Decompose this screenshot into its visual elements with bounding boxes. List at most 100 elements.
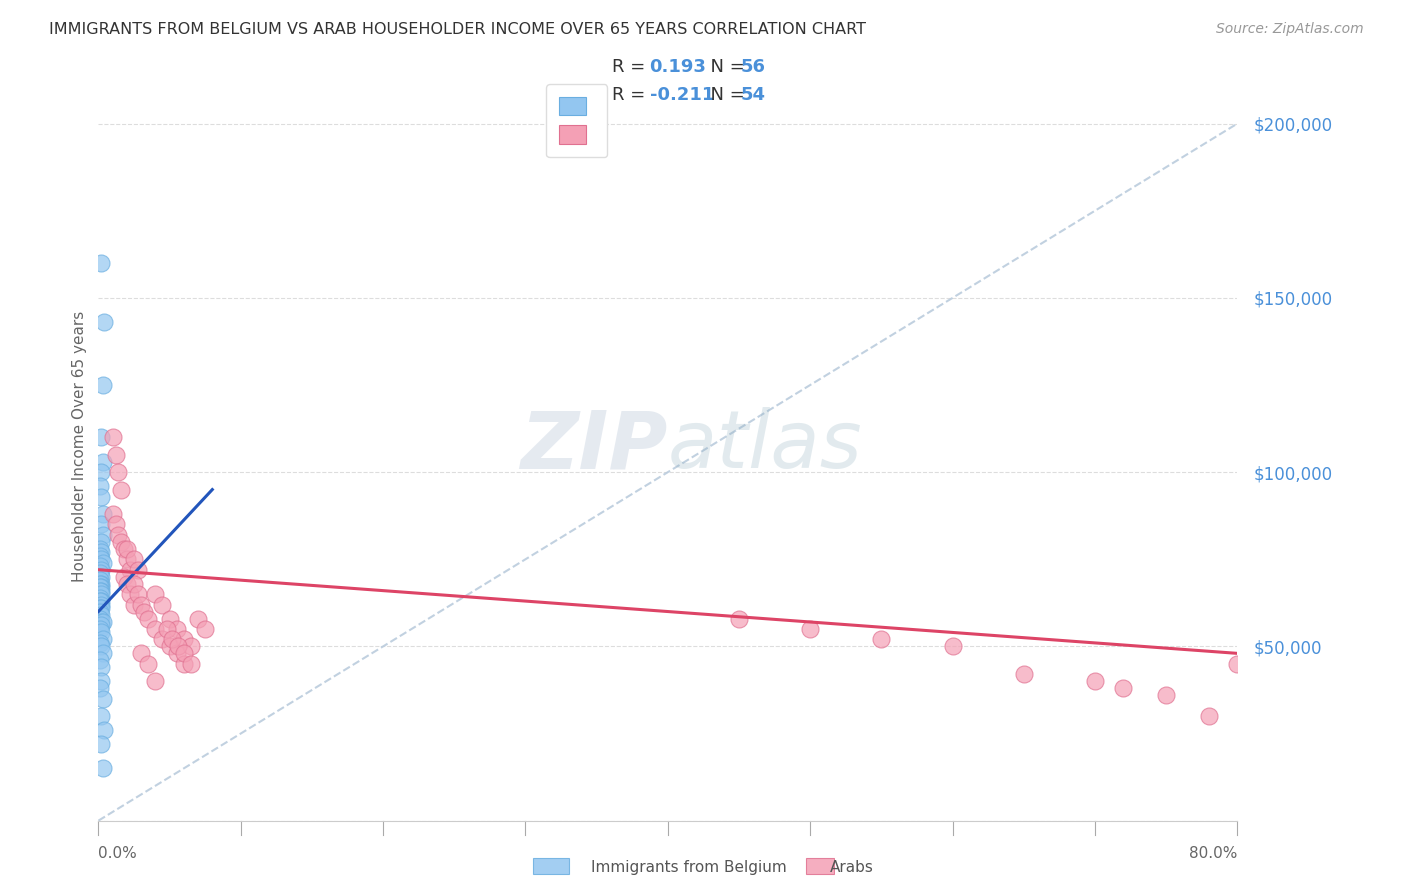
Point <box>1012 667 1035 681</box>
Point <box>159 611 181 625</box>
Point <box>101 507 124 521</box>
Point <box>122 598 145 612</box>
Point <box>91 691 114 706</box>
Point <box>110 534 132 549</box>
Point <box>127 563 149 577</box>
Point <box>90 534 112 549</box>
Point <box>93 723 115 737</box>
Point <box>91 507 114 521</box>
Point <box>90 570 112 584</box>
Point <box>90 615 112 629</box>
Text: Immigrants from Belgium: Immigrants from Belgium <box>591 860 786 874</box>
Point <box>91 528 114 542</box>
FancyBboxPatch shape <box>806 858 834 874</box>
Point <box>180 657 202 671</box>
Point <box>90 580 112 594</box>
Point <box>115 541 138 556</box>
Point <box>166 622 188 636</box>
Text: atlas: atlas <box>668 407 863 485</box>
Point <box>90 583 112 598</box>
Point <box>145 622 167 636</box>
Point <box>162 632 184 647</box>
Point <box>91 455 114 469</box>
Point <box>89 653 111 667</box>
Point <box>799 622 821 636</box>
Point <box>112 541 135 556</box>
Point <box>166 646 188 660</box>
Point <box>89 601 111 615</box>
Point <box>90 552 112 566</box>
Point <box>104 448 127 462</box>
Point <box>89 479 111 493</box>
Point <box>90 517 112 532</box>
Point <box>152 598 174 612</box>
Y-axis label: Householder Income Over 65 years: Householder Income Over 65 years <box>72 310 87 582</box>
Point <box>91 761 114 775</box>
Point <box>942 640 965 654</box>
Point <box>89 580 111 594</box>
FancyBboxPatch shape <box>533 858 569 874</box>
Point <box>89 611 111 625</box>
Text: Arabs: Arabs <box>830 860 873 874</box>
Point <box>159 640 181 654</box>
Text: 56: 56 <box>741 58 766 76</box>
Point <box>90 563 112 577</box>
Point <box>145 674 167 689</box>
Point <box>1226 657 1249 671</box>
Point <box>129 598 152 612</box>
Point <box>152 632 174 647</box>
Point <box>90 640 112 654</box>
Point <box>90 594 112 608</box>
Point <box>136 657 159 671</box>
Text: N =: N = <box>699 87 751 104</box>
Point <box>173 632 195 647</box>
Text: 0.0%: 0.0% <box>98 847 138 861</box>
Point <box>89 591 111 605</box>
Point <box>89 681 111 696</box>
Point <box>90 607 112 622</box>
Text: R =: R = <box>612 87 651 104</box>
Text: ZIP: ZIP <box>520 407 668 485</box>
Point <box>89 583 111 598</box>
Text: N =: N = <box>699 58 751 76</box>
Point <box>107 465 129 479</box>
Point <box>89 566 111 581</box>
Point <box>89 576 111 591</box>
Point <box>187 611 209 625</box>
Point <box>118 587 141 601</box>
Point <box>870 632 893 647</box>
Point <box>90 545 112 559</box>
Point <box>90 576 112 591</box>
Point <box>90 587 112 601</box>
Point <box>90 674 112 689</box>
Point <box>101 430 124 444</box>
Point <box>156 622 179 636</box>
Point <box>110 483 132 497</box>
Text: -0.211: -0.211 <box>650 87 714 104</box>
Point <box>180 640 202 654</box>
Point <box>173 657 195 671</box>
Point <box>136 611 159 625</box>
Point <box>90 709 112 723</box>
Text: IMMIGRANTS FROM BELGIUM VS ARAB HOUSEHOLDER INCOME OVER 65 YEARS CORRELATION CHA: IMMIGRANTS FROM BELGIUM VS ARAB HOUSEHOL… <box>49 22 866 37</box>
Point <box>112 570 135 584</box>
Point <box>91 615 114 629</box>
Point <box>115 576 138 591</box>
Point <box>90 490 112 504</box>
Point <box>104 517 127 532</box>
Point <box>89 622 111 636</box>
Point <box>89 559 111 574</box>
Point <box>90 660 112 674</box>
Point <box>90 601 112 615</box>
Point <box>90 430 112 444</box>
Point <box>91 378 114 392</box>
Point <box>1084 674 1107 689</box>
Point <box>132 605 155 619</box>
Point <box>90 598 112 612</box>
Point <box>93 315 115 329</box>
Point <box>89 605 111 619</box>
Point <box>91 556 114 570</box>
Point <box>107 528 129 542</box>
Point <box>91 646 114 660</box>
Point <box>90 465 112 479</box>
